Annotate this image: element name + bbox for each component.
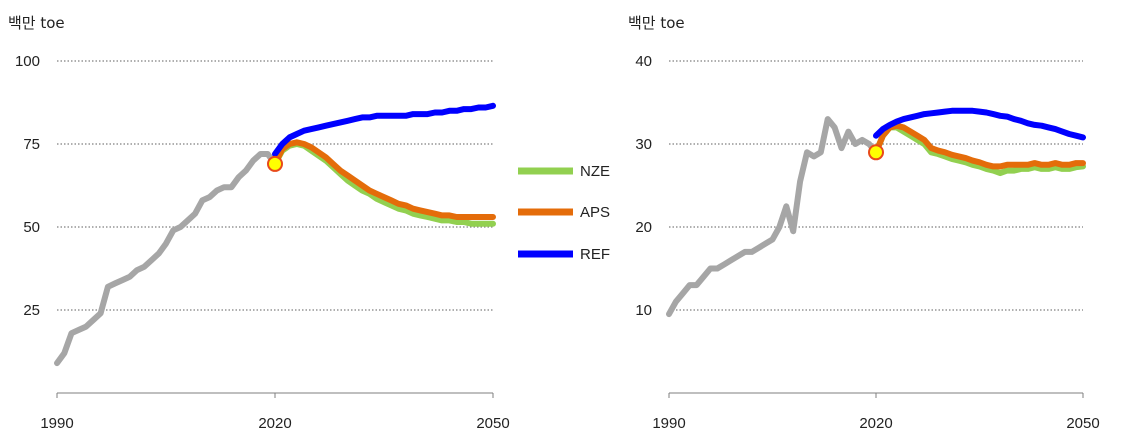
left-y-tick-label: 100 [15,53,40,70]
left-x-tick-label: 2020 [258,415,291,432]
right-x-tick-label: 1990 [652,415,685,432]
left-unit-label: 백만 toe [8,14,65,32]
legend-item-ref: REF [518,246,610,263]
left-series-aps [272,139,496,220]
right-x-tick-label: 2020 [859,415,892,432]
legend-label-nze: NZE [580,163,610,180]
right-chart: 백만 toe 10 20 30 40 1990 2020 2050 [628,14,1100,432]
right-y-tick-label: 20 [635,219,652,236]
left-y-tick-label: 50 [23,219,40,236]
legend-label-ref: REF [580,246,610,263]
left-series-history [54,151,278,367]
left-y-tick-label: 25 [23,302,40,319]
left-gridlines [57,60,493,394]
left-base-year-marker [267,155,283,172]
right-y-ticks: 10 20 30 40 [635,53,652,319]
left-x-tick-label: 1990 [40,415,73,432]
left-chart: 백만 toe 25 50 75 100 1990 2020 2050 [8,14,510,432]
legend: NZE APS REF [518,163,610,263]
right-unit-label: 백만 toe [628,14,685,32]
left-series-nze [272,141,496,227]
right-y-tick-label: 30 [635,136,652,153]
right-gridlines [669,60,1083,394]
right-base-year-marker [868,144,884,161]
right-series-ref [873,107,1086,141]
legend-item-nze: NZE [518,163,610,180]
left-x-tick-label: 2050 [476,415,509,432]
left-y-tick-label: 75 [23,136,40,153]
right-y-tick-label: 40 [635,53,652,70]
left-series [54,102,496,367]
left-x-ticks: 1990 2020 2050 [40,393,510,432]
right-x-tick-label: 2050 [1066,415,1099,432]
legend-label-aps: APS [580,204,610,221]
right-series-nze [873,124,1086,177]
left-series-ref [272,102,496,157]
right-series-aps [873,122,1086,170]
right-y-tick-label: 10 [635,302,652,319]
right-x-ticks: 1990 2020 2050 [652,393,1100,432]
right-series-history [666,116,879,318]
left-y-ticks: 25 50 75 100 [15,53,40,319]
right-series [666,107,1086,318]
legend-item-aps: APS [518,204,610,221]
